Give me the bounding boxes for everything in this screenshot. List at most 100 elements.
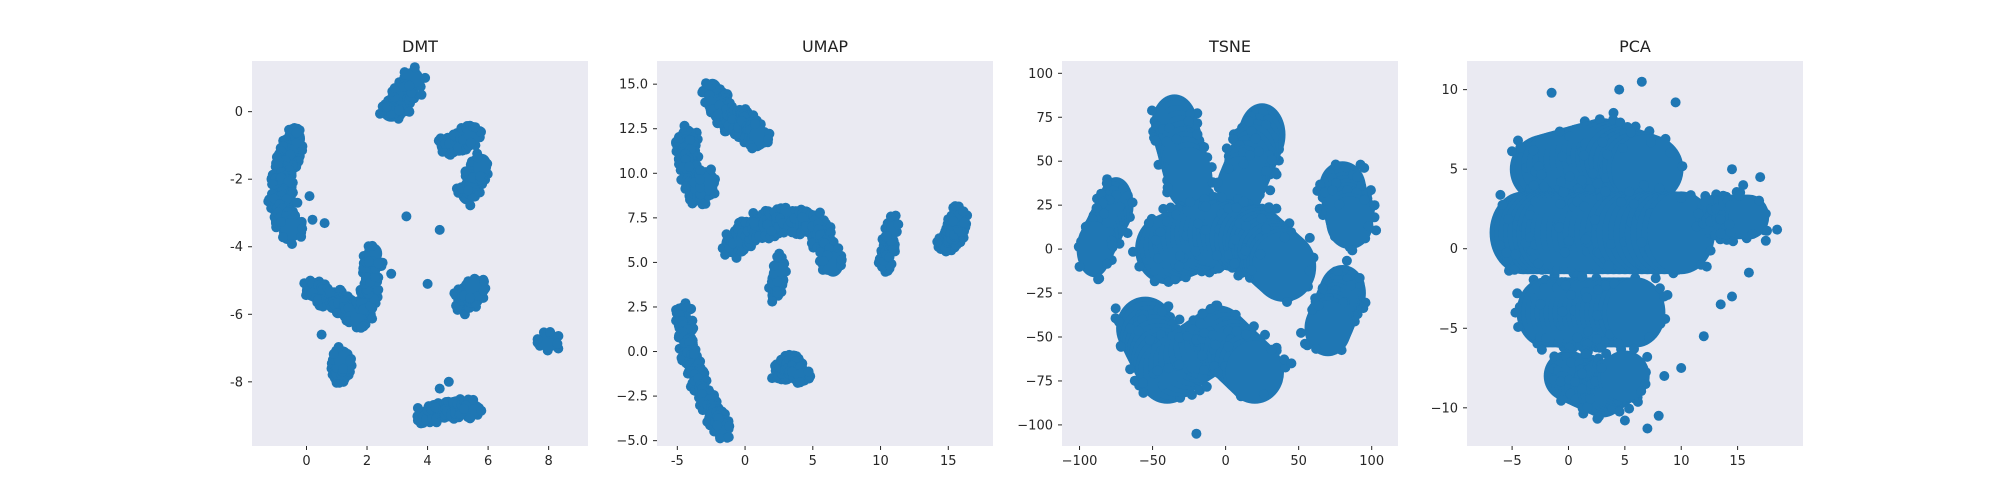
scatter-point — [882, 231, 892, 242]
chart-title: DMT — [402, 37, 438, 56]
scatter-point — [319, 218, 330, 229]
x-tick-label: 5 — [1621, 454, 1629, 469]
scatter-point — [1347, 245, 1358, 256]
scatter-point — [1143, 218, 1154, 228]
y-tick-label: −75 — [1026, 374, 1053, 389]
scatter-point — [467, 172, 478, 183]
scatter-point — [1300, 338, 1310, 349]
scatter-point — [1270, 167, 1280, 178]
scatter-point — [345, 355, 356, 366]
scatter-point — [292, 197, 303, 208]
y-tick-label: −100 — [1017, 418, 1053, 433]
scatter-point — [1606, 239, 1617, 249]
scatter-point — [297, 145, 308, 156]
chart-title: PCA — [1619, 37, 1651, 56]
scatter-point — [1371, 225, 1382, 236]
scatter-point — [1653, 410, 1664, 421]
scatter-point — [545, 327, 556, 337]
scatter-point — [1659, 291, 1669, 302]
scatter-point — [478, 285, 489, 296]
scatter-point — [1230, 234, 1241, 245]
scatter-point — [1074, 261, 1085, 272]
scatter-point — [1654, 283, 1665, 294]
scatter-point — [1646, 137, 1656, 148]
scatter-point — [1549, 351, 1560, 362]
scatter-point — [1539, 181, 1550, 192]
scatter-point — [434, 224, 445, 235]
scatter-point — [1190, 246, 1201, 257]
scatter-point — [1340, 162, 1351, 173]
scatter-point — [1155, 227, 1166, 237]
scatter-point — [1665, 147, 1676, 158]
scatter-point — [1501, 247, 1512, 258]
scatter-point — [1576, 175, 1587, 186]
scatter-point — [1513, 322, 1524, 332]
cluster-blob — [1728, 194, 1770, 240]
scatter-point — [695, 189, 706, 200]
scatter-point — [1171, 134, 1182, 145]
y-tick-label: −10 — [1431, 401, 1458, 416]
scatter-point — [552, 338, 563, 349]
scatter-point — [1127, 197, 1138, 208]
scatter-point — [1715, 299, 1726, 310]
scatter-point — [1116, 341, 1126, 352]
scatter-point — [1569, 377, 1580, 387]
scatter-point — [1193, 218, 1204, 229]
scatter-point — [1659, 371, 1670, 381]
scatter-point — [1261, 166, 1272, 177]
scatter-point — [1304, 265, 1315, 276]
y-tick-label: −25 — [1026, 287, 1053, 302]
scatter-point — [1636, 237, 1647, 248]
scatter-point — [748, 217, 759, 228]
scatter-point — [1555, 198, 1566, 209]
scatter-point — [434, 383, 445, 394]
scatter-point — [1676, 192, 1687, 203]
scatter-point — [1199, 365, 1209, 375]
y-tick-label: 7.5 — [627, 211, 648, 226]
scatter-point — [1670, 97, 1681, 108]
x-tick-label: 0 — [1564, 454, 1572, 469]
scatter-point — [1566, 357, 1576, 368]
y-tick-label: 10.0 — [619, 167, 648, 182]
scatter-point — [316, 329, 327, 340]
scatter-point — [1536, 344, 1547, 355]
scatter-point — [465, 292, 476, 303]
scatter-point — [1229, 258, 1240, 269]
scatter-point — [1332, 266, 1343, 276]
scatter-point — [1174, 332, 1185, 343]
scatter-point — [1614, 84, 1625, 95]
scatter-point — [1138, 377, 1148, 388]
scatter-point — [472, 152, 483, 163]
scatter-point — [463, 185, 474, 196]
scatter-point — [1110, 303, 1121, 314]
scatter-point — [1629, 199, 1639, 210]
scatter-point — [1512, 288, 1523, 299]
scatter-point — [724, 421, 735, 432]
scatter-point — [712, 420, 723, 431]
scatter-point — [1572, 196, 1583, 207]
scatter-point — [1494, 240, 1505, 251]
scatter-point — [1359, 194, 1370, 205]
x-tick-label: 10 — [872, 454, 889, 469]
scatter-point — [1352, 171, 1363, 182]
scatter-point — [1629, 343, 1639, 354]
scatter-point — [278, 232, 288, 243]
scatter-point — [1581, 292, 1592, 303]
scatter-point — [1313, 300, 1324, 311]
scatter-point — [1555, 376, 1566, 387]
scatter-point — [1241, 221, 1251, 232]
scatter-point — [1241, 329, 1251, 340]
x-tick-label: 0 — [741, 454, 749, 469]
scatter-point — [1638, 180, 1649, 191]
scatter-point — [1613, 338, 1624, 349]
scatter-point — [297, 223, 308, 234]
scatter-point — [750, 119, 760, 130]
chart-title: TSNE — [1208, 37, 1251, 56]
scatter-point — [1334, 199, 1345, 210]
scatter-point — [1533, 258, 1544, 269]
scatter-point — [468, 394, 479, 405]
scatter-point — [449, 288, 460, 299]
scatter-point — [1125, 323, 1136, 334]
scatter-point — [1642, 423, 1653, 434]
scatter-point — [1536, 169, 1547, 180]
